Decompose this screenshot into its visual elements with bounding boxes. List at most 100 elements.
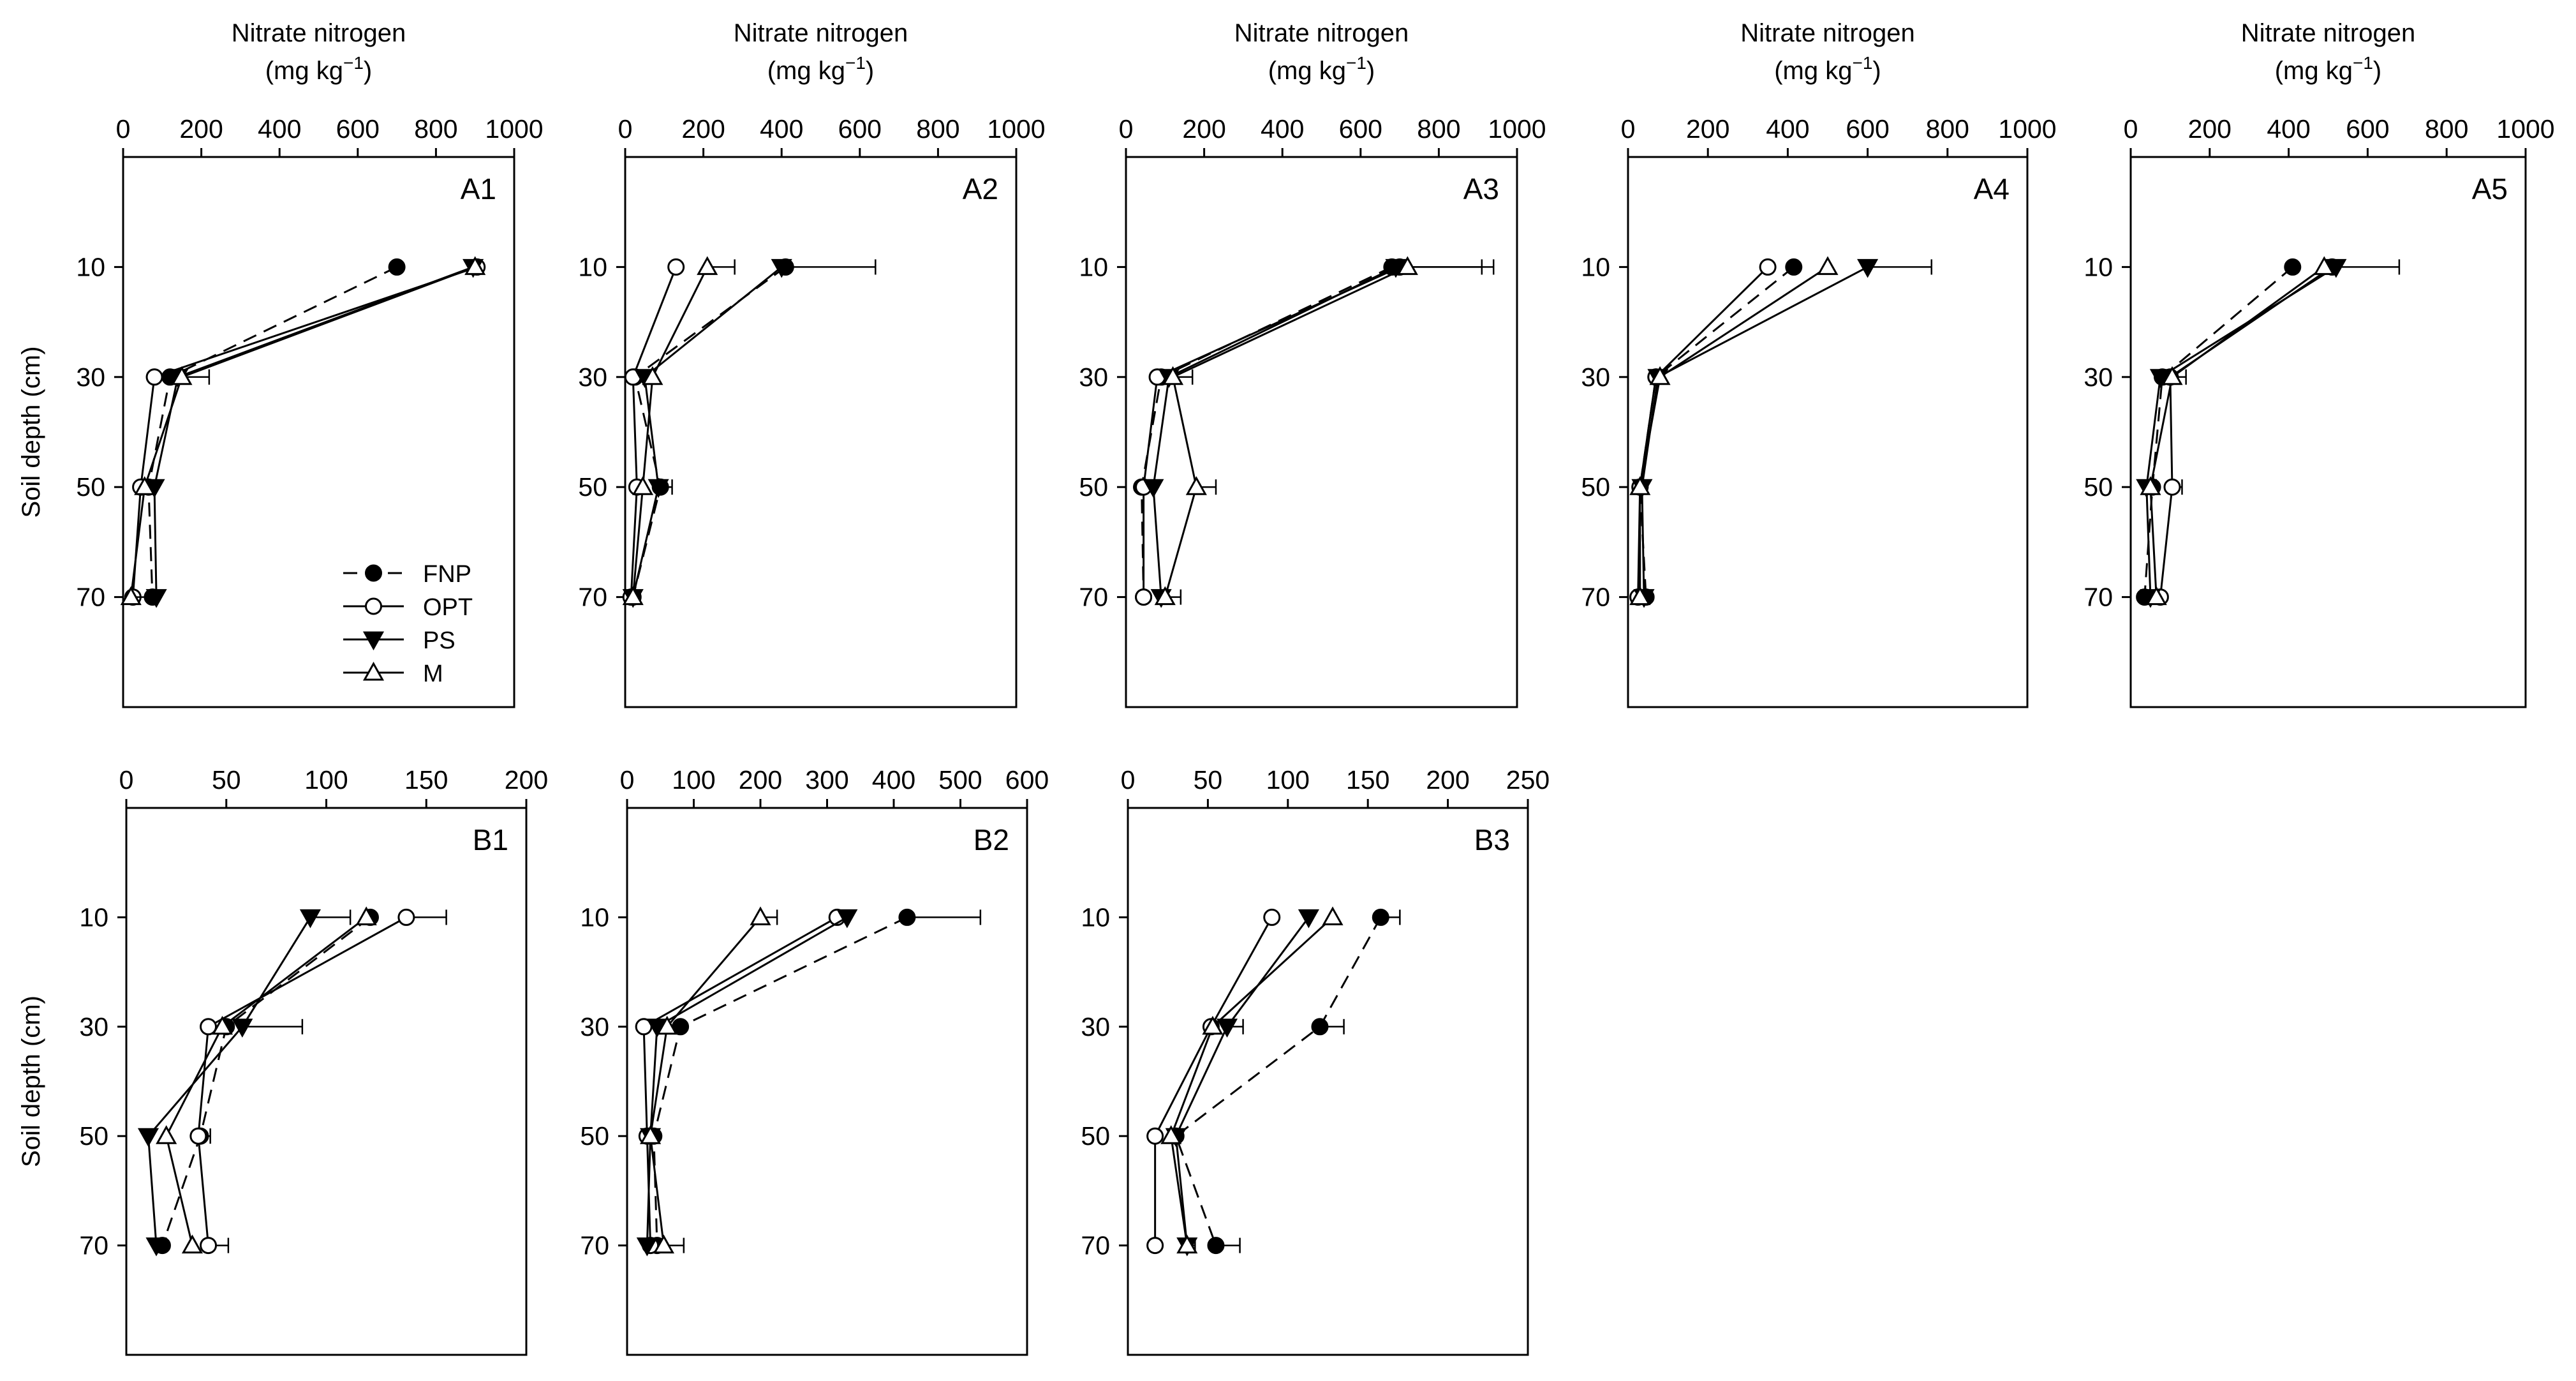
y-tick-label: 50	[2084, 472, 2113, 502]
y-tick-label: 70	[79, 1231, 108, 1260]
data-point	[2149, 369, 2171, 388]
data-point	[648, 479, 669, 498]
x-tick-label: 400	[1766, 114, 1809, 144]
plot-frame	[626, 807, 1028, 1356]
x-tick-label: 200	[1686, 114, 1729, 144]
data-point	[464, 256, 486, 275]
data-point	[1629, 476, 1651, 495]
y-tick-label: 30	[2084, 362, 2113, 392]
series-fnp	[140, 258, 406, 606]
x-unit-base: (mg kg	[1268, 57, 1346, 85]
x-unit-close: )	[866, 57, 874, 85]
y-tick-label: 70	[1581, 583, 1610, 612]
data-point	[299, 909, 321, 929]
data-point	[2163, 478, 2181, 496]
series-line	[147, 916, 311, 1246]
panel-label: A2	[963, 172, 998, 205]
data-point	[2145, 586, 2167, 606]
series-ps	[144, 258, 484, 608]
panel-label: B1	[473, 823, 508, 856]
x-tick-label: 0	[1119, 114, 1134, 144]
x-tick-label: 600	[838, 114, 882, 144]
x-tick-label: 400	[760, 114, 803, 144]
y-tick-label: 10	[580, 902, 609, 932]
data-point	[189, 1127, 207, 1145]
x-axis-title: Nitrate nitrogen	[1234, 19, 1409, 47]
x-unit-close: )	[1366, 57, 1375, 85]
x-axis-title: Nitrate nitrogen	[1740, 19, 1914, 47]
x-axis-unit: (mg kg−1)	[1268, 53, 1375, 85]
x-tick-label: 100	[304, 765, 348, 795]
panel-label: A1	[461, 172, 496, 205]
data-point	[1385, 258, 1407, 278]
panel-label: A5	[2472, 172, 2508, 205]
data-point	[200, 1237, 218, 1255]
x-tick-label: 400	[2267, 114, 2310, 144]
data-point	[632, 476, 654, 495]
y-tick-label: 10	[578, 252, 607, 281]
x-tick-label: 1000	[1998, 114, 2056, 144]
legend-marker	[362, 661, 385, 681]
y-tick-label: 70	[1081, 1231, 1110, 1260]
y-tick-label: 50	[76, 472, 105, 502]
panel-b2: 0 100 200 300 400 500 600 10 30 50 70 B2	[580, 765, 1049, 1356]
series-line	[2145, 266, 2337, 597]
series-line	[642, 916, 838, 1246]
x-axis-unit: (mg kg−1)	[2275, 53, 2382, 85]
series-m	[2140, 256, 2335, 606]
series-m	[156, 906, 377, 1254]
y-tick-label: 70	[76, 583, 105, 612]
series-opt	[189, 908, 447, 1255]
data-point	[1162, 366, 1184, 385]
series-line	[2143, 266, 2293, 597]
plot-frame	[125, 807, 528, 1356]
series-line	[632, 266, 783, 597]
data-point	[642, 366, 663, 385]
data-point	[134, 476, 156, 495]
series-ps	[2136, 258, 2347, 608]
panel-label: B3	[1474, 823, 1510, 856]
series-opt	[1146, 908, 1281, 1255]
series-m	[120, 256, 486, 606]
panel-b3: 0 50 100 150 200 250 10 30 50 70 B3	[1081, 765, 1550, 1356]
series-line	[649, 916, 762, 1246]
x-tick-label: 600	[2346, 114, 2389, 144]
y-tick-label: 30	[79, 1012, 108, 1041]
series-line	[1164, 266, 1408, 598]
x-tick-label: 150	[404, 765, 448, 795]
x-tick-label: 300	[805, 765, 848, 795]
x-tick-label: 200	[1426, 765, 1469, 795]
y-tick-label: 70	[578, 583, 607, 612]
x-tick-label: 400	[1261, 114, 1304, 144]
series-ps	[636, 909, 858, 1257]
data-point	[1298, 909, 1319, 929]
panel-label: A4	[1974, 172, 2010, 205]
data-point	[2161, 366, 2183, 385]
x-tick-label: 200	[505, 765, 548, 795]
data-point	[1216, 1019, 1238, 1038]
x-tick-label: 800	[916, 114, 959, 144]
x-unit-base: (mg kg	[265, 57, 343, 85]
data-point	[1311, 1018, 1329, 1036]
y-tick-label: 10	[2084, 252, 2113, 281]
data-point	[771, 258, 792, 278]
series-opt	[1629, 258, 1777, 606]
data-point	[656, 1015, 678, 1035]
y-tick-label: 30	[1581, 362, 1610, 392]
panel-b1: 0 50 100 150 200 10 30 50 70 B1 Soil depth (cm)	[17, 765, 548, 1356]
x-unit-exponent: −1	[845, 53, 866, 73]
data-point	[697, 256, 718, 275]
data-point	[145, 368, 163, 386]
y-tick-label: 70	[580, 1231, 609, 1260]
series-line	[161, 916, 371, 1246]
data-point	[1372, 908, 1389, 926]
series-opt	[1135, 258, 1483, 606]
x-tick-label: 600	[1846, 114, 1889, 144]
y-tick-label: 30	[580, 1012, 609, 1041]
plot-frame	[1125, 156, 1518, 708]
data-point	[181, 1234, 204, 1254]
data-point	[1160, 1125, 1182, 1144]
x-tick-label: 200	[2188, 114, 2232, 144]
data-point	[156, 1125, 177, 1144]
